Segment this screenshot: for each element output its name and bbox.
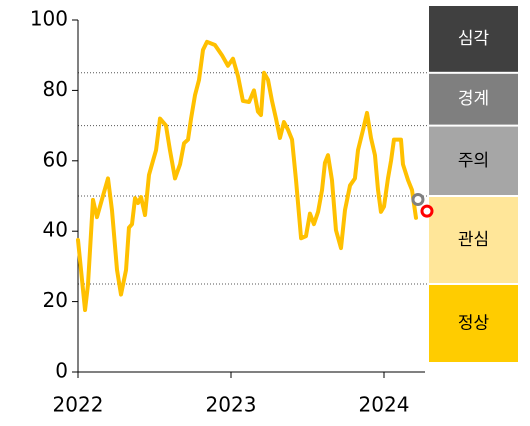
y-tick-label: 80 xyxy=(43,77,68,101)
series-line xyxy=(76,39,418,313)
point-marker xyxy=(420,204,434,218)
level-box xyxy=(429,197,518,283)
level-label: 경계 xyxy=(458,89,489,109)
y-tick-label: 40 xyxy=(43,218,68,242)
level-label: 주의 xyxy=(458,151,489,171)
x-tick-label: 2024 xyxy=(359,393,410,417)
y-tick-label: 0 xyxy=(55,359,68,383)
point-marker xyxy=(411,193,425,207)
level-box xyxy=(429,73,518,125)
level-box xyxy=(429,285,518,362)
y-tick-label: 60 xyxy=(43,147,68,171)
y-tick-label: 20 xyxy=(43,288,68,312)
level-box xyxy=(429,126,518,195)
y-tick-label: 100 xyxy=(30,7,68,31)
x-tick-label: 2023 xyxy=(206,393,257,417)
level-box xyxy=(429,6,518,72)
x-tick-label: 2022 xyxy=(53,393,104,417)
level-label: 관심 xyxy=(458,230,489,250)
level-label: 심각 xyxy=(458,29,490,49)
level-label: 정상 xyxy=(458,314,490,334)
